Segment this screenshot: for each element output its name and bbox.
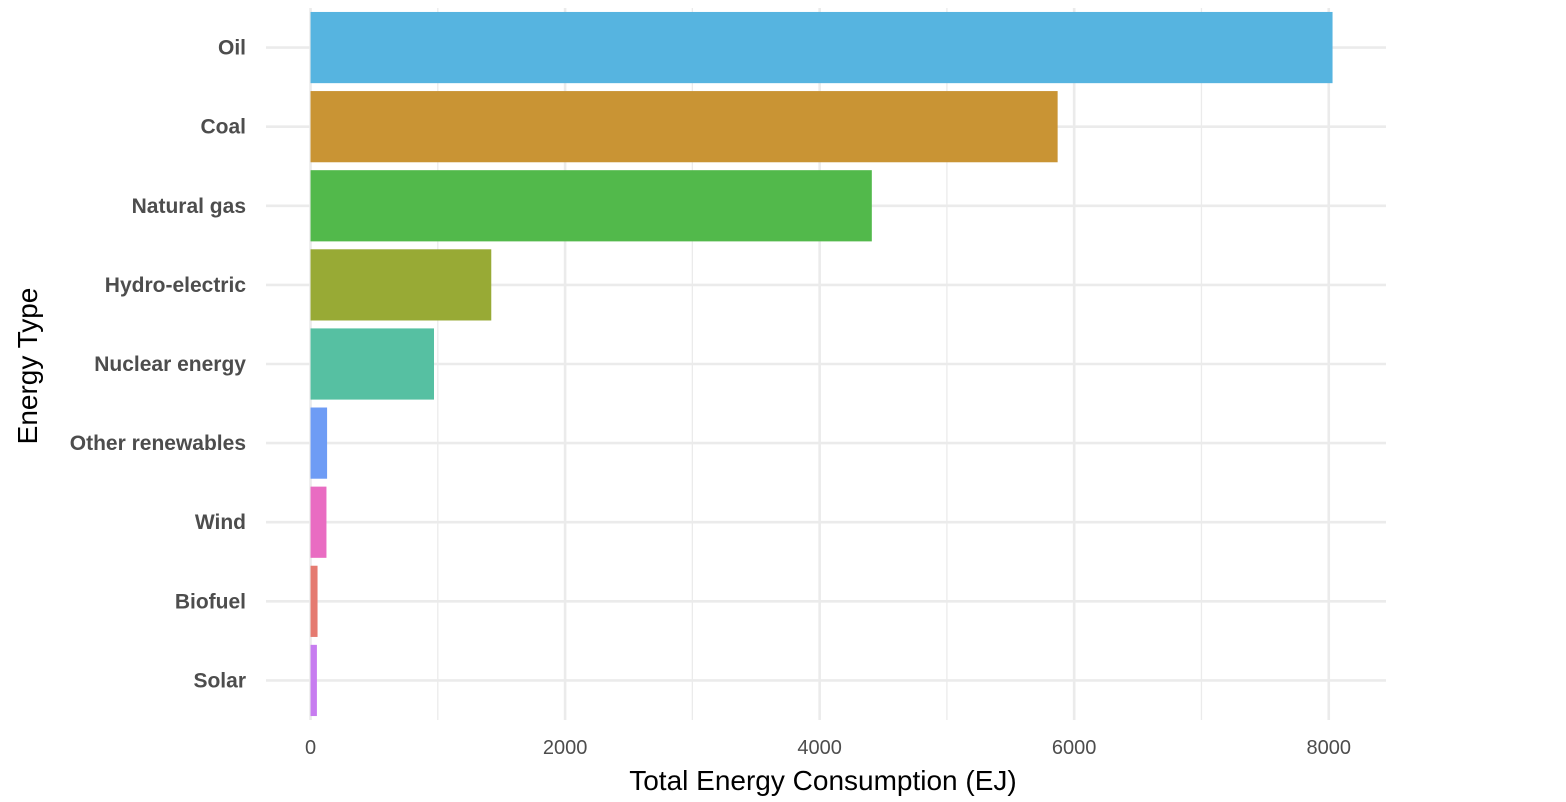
x-tick-label-6000: 6000 [1052, 737, 1097, 759]
bars [310, 11, 1333, 717]
bar-nuclear-energy [310, 328, 434, 400]
y-tick-label-other-renewables: Other renewables [70, 432, 246, 455]
x-tick-label-2000: 2000 [543, 737, 588, 759]
x-tick-label-4000: 4000 [797, 737, 842, 759]
bar-coal [310, 91, 1058, 163]
bar-oil [310, 11, 1333, 84]
bar-natural-gas [310, 170, 872, 242]
y-tick-label-hydro-electric: Hydro-electric [105, 274, 247, 297]
y-tick-label-natural-gas: Natural gas [132, 195, 246, 218]
y-tick-label-coal: Coal [200, 116, 246, 139]
y-axis-title: Energy Type [12, 288, 43, 445]
y-tick-labels: Oil Coal Natural gas Hydro-electric Nuclear … [70, 37, 247, 693]
bar-biofuel [310, 565, 318, 637]
y-tick-label-biofuel: Biofuel [175, 590, 246, 613]
bar-solar [310, 644, 317, 717]
bar-wind [310, 486, 327, 558]
bar-other-renewables [310, 407, 328, 479]
y-tick-label-wind: Wind [195, 511, 246, 534]
bar-hydro-electric [310, 249, 492, 321]
y-tick-label-nuclear-energy: Nuclear energy [94, 353, 246, 376]
x-tick-label-8000: 8000 [1306, 737, 1351, 759]
x-tick-label-0: 0 [305, 737, 316, 759]
x-axis-title: Total Energy Consumption (EJ) [629, 765, 1017, 796]
y-tick-label-oil: Oil [218, 37, 246, 60]
y-tick-label-solar: Solar [193, 669, 246, 692]
x-tick-labels: 0 2000 4000 6000 8000 [305, 737, 1351, 759]
